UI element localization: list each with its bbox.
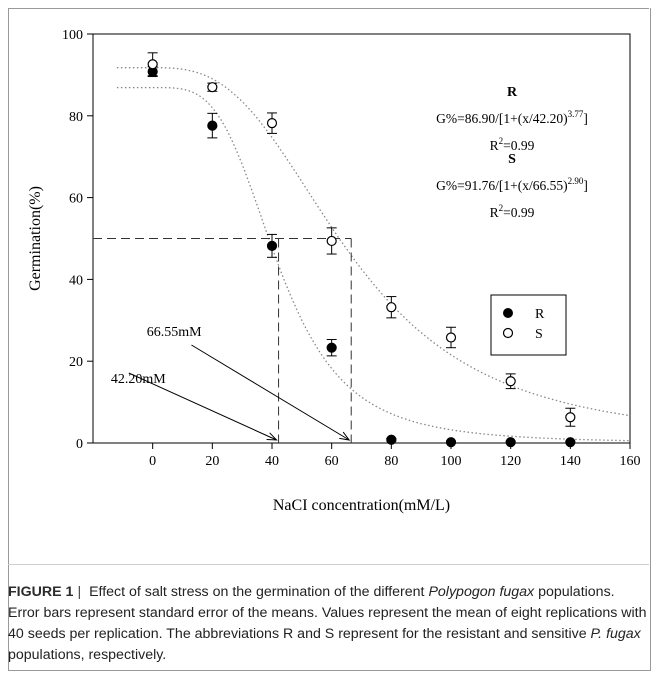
legend: R S: [490, 294, 567, 356]
x-tick-label: 100: [441, 454, 462, 469]
plot-area: [92, 33, 631, 444]
ec50-r-label: 42.20mM: [111, 372, 166, 387]
point-s: [505, 376, 516, 387]
x-tick-label: 160: [620, 454, 641, 469]
point-r: [266, 240, 278, 251]
legend-r-label: R: [535, 307, 545, 322]
r-fit-equation: G%=86.90/[1+(x/42.20)3.77]: [436, 109, 588, 126]
point-r: [565, 437, 576, 448]
legend-s-label: S: [535, 327, 543, 342]
y-tick-label: 40: [69, 273, 83, 288]
caption-text-3: populations, respectively.: [8, 647, 167, 663]
y-tick-label: 100: [62, 28, 83, 43]
x-tick-label: 20: [205, 454, 219, 469]
caption-text-1: Effect of salt stress on the germination…: [85, 584, 429, 600]
y-tick-label: 80: [69, 110, 83, 125]
point-s: [207, 82, 218, 93]
germination-chart: 0 20 40 60 80 100 0 20 40 60 80 100 120 140 160 Germi…: [27, 28, 641, 514]
equation-block: R G%=86.90/[1+(x/42.20)3.77] R2=0.99 S G…: [436, 85, 588, 220]
ec50-r-arrow-head: [266, 432, 278, 441]
fit-curves: [116, 67, 631, 442]
ec50-s-arrow: [191, 344, 350, 441]
fit-curve-r: [116, 86, 631, 442]
point-s: [147, 59, 158, 70]
ec50-s-arrow-head: [339, 431, 351, 441]
point-r: [505, 437, 516, 448]
point-r: [207, 120, 218, 131]
caption-species: Polypogon fugax: [428, 584, 535, 600]
x-axis: 0 20 40 60 80 100 120 140 160: [149, 443, 641, 469]
x-axis-label: NaCI concentration(mM/L): [273, 497, 450, 514]
legend-r-marker: [503, 308, 513, 318]
point-s: [565, 412, 576, 423]
s-fit-equation: G%=91.76/[1+(x/66.55)2.90]: [436, 176, 588, 193]
ec50-arrows: [128, 344, 351, 441]
caption-separator: |: [77, 584, 82, 600]
legend-box: [490, 294, 567, 356]
s-fit-title: S: [508, 152, 516, 167]
r-fit-title: R: [507, 85, 518, 100]
figure-caption: FIGURE 1 | Effect of salt stress on the g…: [8, 582, 648, 666]
r-fit-r2: R2=0.99: [490, 136, 535, 153]
x-tick-label: 60: [325, 454, 339, 469]
y-axis: 0 20 40 60 80 100: [62, 28, 93, 452]
x-tick-label: 40: [265, 454, 279, 469]
caption-species-abbrev: P. fugax: [590, 626, 641, 642]
point-r: [386, 434, 397, 445]
point-r: [445, 437, 457, 448]
ec50-reference-lines: [93, 238, 352, 443]
legend-s-marker: [502, 327, 514, 339]
x-tick-label: 80: [384, 454, 398, 469]
y-tick-label: 60: [69, 192, 83, 207]
caption-label: FIGURE 1: [8, 584, 74, 600]
point-s: [445, 332, 457, 343]
point-s: [266, 118, 278, 129]
fit-curve-s: [116, 67, 631, 417]
figure-frame: [8, 8, 651, 671]
x-tick-label: 120: [500, 454, 521, 469]
y-tick-label: 0: [76, 437, 83, 452]
point-s: [326, 235, 337, 247]
data-points: [147, 59, 576, 448]
ec50-s-label: 66.55mM: [147, 325, 202, 340]
ec50-r-arrow: [128, 372, 277, 441]
x-tick-label: 0: [149, 454, 156, 469]
s-fit-r2: R2=0.99: [490, 203, 535, 220]
x-tick-label: 140: [560, 454, 581, 469]
caption-text-2: populations. Error bars represent standa…: [8, 584, 647, 642]
y-axis-label: Germination(%): [27, 186, 44, 291]
point-s: [386, 302, 397, 313]
y-tick-label: 20: [69, 355, 83, 370]
point-r: [326, 342, 337, 353]
